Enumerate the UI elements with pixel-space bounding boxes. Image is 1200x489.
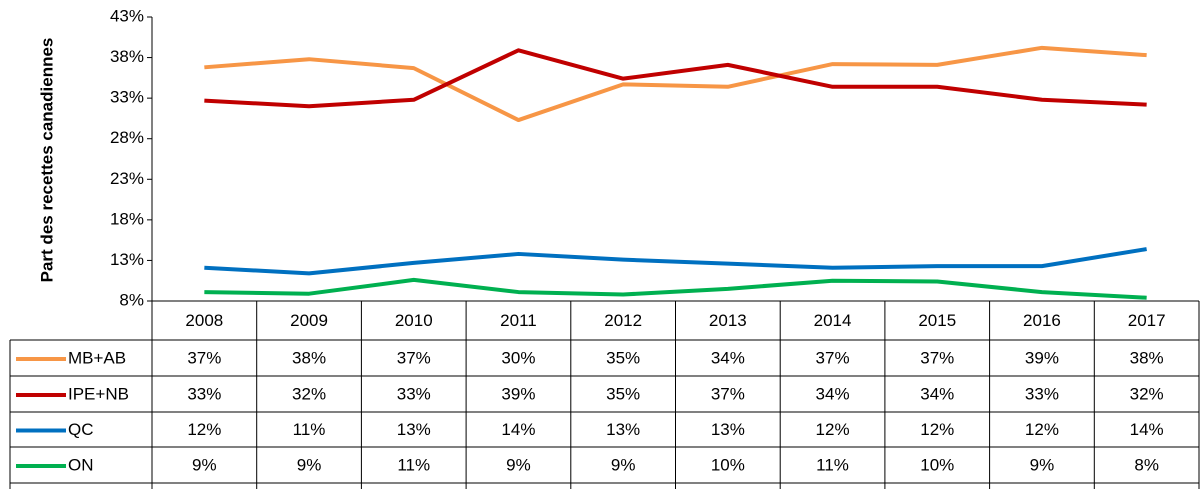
y-tick-label: 43% <box>110 6 144 25</box>
table-value: 11% <box>293 420 326 439</box>
table-value: 32% <box>1130 384 1164 403</box>
x-tick-label: 2011 <box>500 311 537 330</box>
table-value: 12% <box>816 420 850 439</box>
legend-label: IPE+NB <box>68 384 129 403</box>
legend-label: ON <box>68 455 94 474</box>
table-value: 37% <box>816 348 850 367</box>
y-tick-label: 23% <box>110 169 144 188</box>
legend-label: QC <box>68 420 94 439</box>
table-value: 12% <box>187 420 221 439</box>
table-value: 11% <box>397 455 430 474</box>
series-line <box>204 247 1147 276</box>
table-value: 34% <box>816 384 850 403</box>
table-value: 14% <box>1130 420 1164 439</box>
x-tick-label: 2010 <box>395 311 433 330</box>
table-value: 34% <box>711 348 745 367</box>
table-value: 37% <box>187 348 221 367</box>
table-value: 39% <box>501 384 535 403</box>
x-tick-label: 2012 <box>604 311 642 330</box>
table-value: 35% <box>606 384 640 403</box>
table-value: 33% <box>397 384 431 403</box>
table-value: 35% <box>606 348 640 367</box>
x-tick-label: 2013 <box>709 311 747 330</box>
table-value: 10% <box>711 455 745 474</box>
table-value: 37% <box>397 348 431 367</box>
x-tick-label: 2015 <box>918 311 956 330</box>
table-value: 12% <box>1025 420 1059 439</box>
legend-label: MB+AB <box>68 348 126 367</box>
table-value: 9% <box>506 455 531 474</box>
y-tick-label: 33% <box>110 88 144 107</box>
table-value: 13% <box>711 420 745 439</box>
table-value: 13% <box>397 420 431 439</box>
table-value: 11% <box>816 455 849 474</box>
y-tick-label: 28% <box>110 128 144 147</box>
y-tick-label: 8% <box>119 290 144 309</box>
table-value: 30% <box>501 348 535 367</box>
x-tick-label: 2008 <box>185 311 223 330</box>
table-value: 37% <box>920 348 954 367</box>
table-value: 9% <box>1030 455 1055 474</box>
table-value: 38% <box>1130 348 1164 367</box>
y-tick-label: 18% <box>110 209 144 228</box>
table-value: 9% <box>297 455 322 474</box>
table-value: 8% <box>1134 455 1159 474</box>
table-value: 9% <box>611 455 636 474</box>
series-line <box>204 45 1147 123</box>
y-tick-label: 13% <box>110 250 144 269</box>
x-tick-label: 2009 <box>290 311 328 330</box>
table-value: 13% <box>606 420 640 439</box>
series-line <box>204 277 1147 300</box>
table-value: 33% <box>1025 384 1059 403</box>
x-tick-label: 2017 <box>1128 311 1166 330</box>
table-value: 14% <box>501 420 535 439</box>
x-tick-label: 2016 <box>1023 311 1061 330</box>
table-value: 37% <box>711 384 745 403</box>
table-value: 33% <box>187 384 221 403</box>
y-axis-label: Part des recettes canadiennes <box>37 38 56 283</box>
y-tick-label: 38% <box>110 47 144 66</box>
table-value: 10% <box>920 455 954 474</box>
table-value: 9% <box>192 455 217 474</box>
table-value: 39% <box>1025 348 1059 367</box>
table-value: 34% <box>920 384 954 403</box>
table-value: 38% <box>292 348 326 367</box>
table-value: 12% <box>920 420 954 439</box>
series-line <box>204 48 1147 109</box>
table-value: 32% <box>292 384 326 403</box>
x-tick-label: 2014 <box>814 311 852 330</box>
